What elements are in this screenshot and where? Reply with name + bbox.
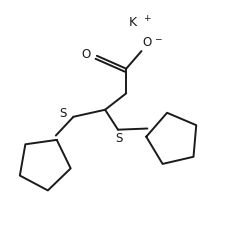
Text: −: − [154, 34, 162, 43]
Text: S: S [59, 108, 67, 120]
Text: O: O [82, 48, 91, 61]
Text: K: K [129, 16, 137, 30]
Text: O: O [143, 36, 152, 49]
Text: S: S [115, 132, 123, 145]
Text: +: + [143, 14, 150, 23]
